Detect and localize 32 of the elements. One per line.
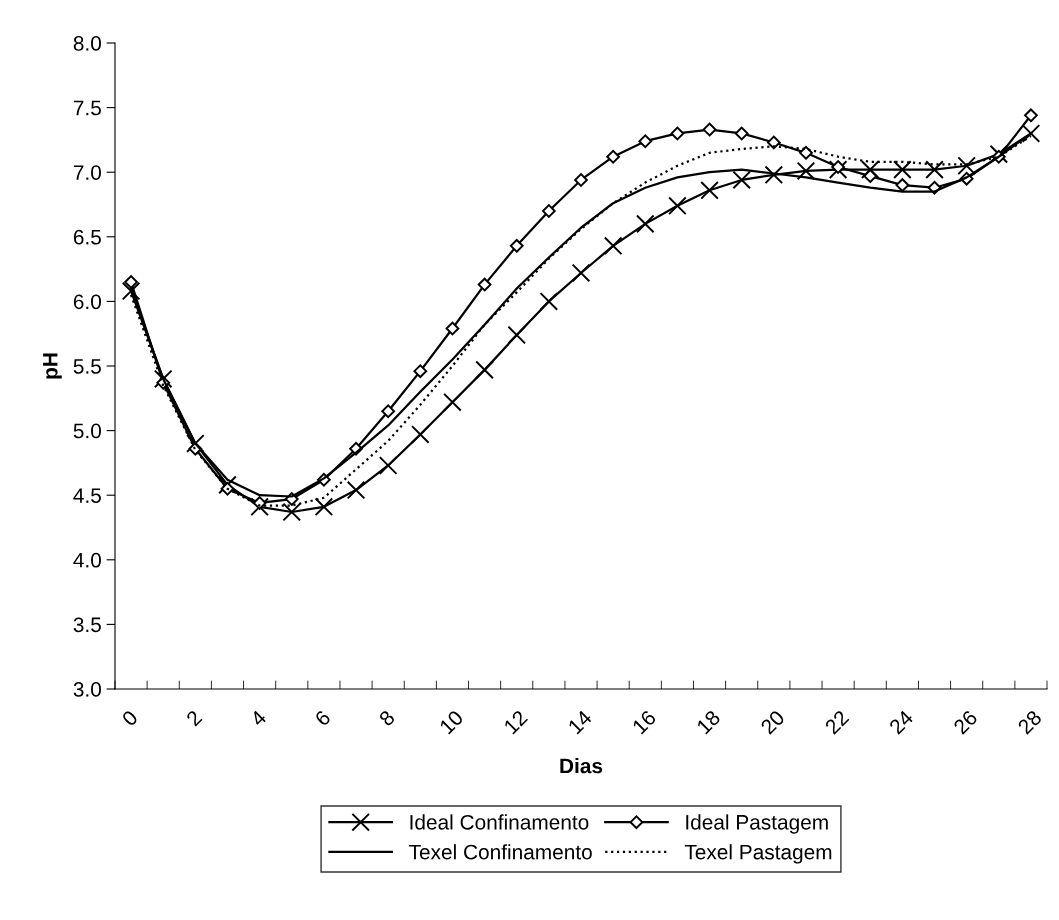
x-tick-label: 14: [567, 709, 593, 735]
y-tick-label: 3.5: [73, 617, 101, 633]
x-axis-title: Dias: [560, 758, 603, 774]
y-tick-label: 6.5: [73, 229, 101, 245]
legend-label: Ideal Confinamento: [410, 814, 589, 830]
legend-label: Texel Pastagem: [684, 844, 832, 864]
y-tick-label: 7.0: [73, 165, 101, 180]
y-tick-label: 8.0: [73, 36, 101, 51]
y-axis-title: pH: [43, 353, 62, 379]
y-tick-label: 4.5: [73, 488, 101, 503]
y-tick-label: 4.0: [73, 552, 101, 568]
x-tick-label: 8: [378, 709, 396, 727]
x-tick-label: 22: [824, 709, 850, 735]
x-tick-label: 28: [1017, 709, 1043, 735]
y-tick-label: 3.0: [73, 682, 101, 697]
legend-label: Texel Confinamento: [409, 844, 592, 860]
y-tick-label: 5.0: [73, 423, 101, 439]
legend-label: Ideal Pastagem: [686, 814, 828, 834]
x-tick-label: 26: [952, 709, 979, 735]
x-tick-label: 0: [121, 709, 139, 727]
x-tick-label: 20: [759, 709, 786, 735]
x-tick-label: 4: [249, 709, 268, 727]
x-tick-label: 16: [631, 709, 657, 735]
x-tick-label: 12: [503, 709, 528, 735]
x-tick-label: 2: [185, 709, 203, 727]
y-tick-label: 5.5: [73, 359, 101, 374]
x-tick-label: 10: [438, 709, 465, 735]
x-tick-label: 18: [696, 709, 722, 735]
y-tick-label: 7.5: [73, 100, 101, 116]
x-tick-label: 6: [314, 709, 332, 727]
y-tick-label: 6.0: [73, 294, 101, 310]
x-tick-label: 24: [888, 709, 914, 735]
